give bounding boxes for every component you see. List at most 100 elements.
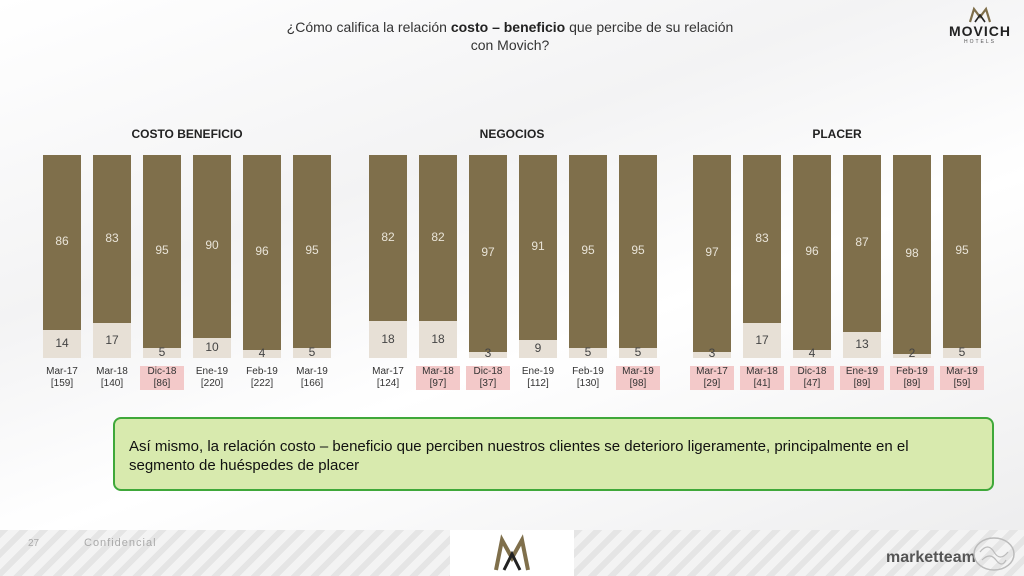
- x-category: Dic-18: [797, 366, 827, 377]
- x-tick-label: Mar-18 [41]: [740, 366, 784, 390]
- page-number: 27: [28, 538, 40, 549]
- x-base: [89]: [853, 378, 871, 389]
- footer: [0, 530, 1024, 576]
- bar-top-segment: [469, 155, 507, 352]
- bar-bottom-segment: [893, 353, 931, 358]
- footer-m-icon: [494, 534, 530, 571]
- brain-icon: [973, 537, 1015, 571]
- x-tick-label: Mar-19 [98]: [616, 366, 660, 390]
- brand-sub: HOTELS: [963, 39, 996, 45]
- data-label-top: 87: [855, 235, 869, 250]
- x-base: [124]: [376, 378, 400, 389]
- bar-bottom-segment: [369, 321, 407, 358]
- x-category: Mar-19: [622, 366, 654, 377]
- x-category: Ene-19: [845, 366, 879, 377]
- x-tick-label: Ene-19 [112]: [516, 366, 560, 390]
- x-category: Dic-18: [147, 366, 177, 377]
- data-label-bottom: 5: [584, 344, 592, 359]
- x-category: Mar-17: [372, 366, 404, 377]
- x-tick-label: Mar-18 [97]: [416, 366, 460, 390]
- chart-title: NEGOCIOS: [479, 127, 545, 141]
- data-label-bottom: 3: [484, 346, 492, 360]
- movich-m-icon: [968, 6, 992, 23]
- data-label-top: 83: [105, 231, 119, 246]
- data-label-bottom: 5: [958, 344, 966, 359]
- data-label-bottom: 18: [431, 331, 445, 346]
- bar-top-segment: [93, 155, 131, 324]
- bar-bottom-segment: [943, 347, 981, 358]
- x-tick-label: Mar-17 [124]: [366, 366, 410, 390]
- data-label-bottom: 5: [308, 344, 316, 359]
- data-label-bottom: 18: [381, 331, 395, 346]
- bar-bottom-segment: [619, 347, 657, 358]
- data-label-bottom: 5: [158, 344, 166, 359]
- x-tick-label: Ene-19 [89]: [840, 366, 884, 390]
- data-label-bottom: 17: [755, 332, 769, 347]
- bar-bottom-segment: [293, 347, 331, 358]
- data-label-top: 98: [905, 246, 919, 261]
- x-category: Ene-19: [195, 366, 229, 377]
- x-base: [59]: [953, 378, 971, 389]
- bar-bottom-segment: [143, 347, 181, 358]
- x-tick-label: Mar-19 [166]: [290, 366, 334, 390]
- bar-bottom-segment: [43, 329, 81, 358]
- x-category: Ene-19: [521, 366, 555, 377]
- x-base: [98]: [629, 378, 647, 389]
- chart-title: COSTO BENEFICIO: [131, 127, 243, 141]
- bar-top-segment: [293, 155, 331, 348]
- data-label-top: 83: [755, 231, 769, 246]
- x-category: Mar-18: [422, 366, 454, 377]
- bar-top-segment: [519, 155, 557, 340]
- x-base: [220]: [200, 378, 224, 389]
- bar-top-segment: [419, 155, 457, 322]
- bar-bottom-segment: [743, 323, 781, 358]
- x-category: Mar-17: [46, 366, 78, 377]
- bar-top-segment: [243, 155, 281, 350]
- bar-bottom-segment: [519, 339, 557, 358]
- x-base: [222]: [250, 378, 274, 389]
- x-category: Feb-19: [572, 366, 604, 377]
- data-label-bottom: 4: [808, 345, 816, 360]
- marketteam-logo: marketteam: [886, 549, 976, 566]
- x-base: [89]: [903, 378, 921, 389]
- x-tick-label: Dic-18 [47]: [790, 366, 834, 390]
- bar-top-segment: [893, 155, 931, 354]
- data-label-top: 90: [205, 238, 219, 253]
- x-tick-label: Mar-19 [59]: [940, 366, 984, 390]
- bar-bottom-segment: [469, 351, 507, 358]
- bar-bottom-segment: [793, 349, 831, 358]
- x-category: Mar-18: [96, 366, 128, 377]
- x-base: [86]: [153, 378, 171, 389]
- data-label-bottom: 3: [708, 346, 716, 360]
- data-label-top: 95: [305, 243, 319, 258]
- data-label-bottom: 4: [258, 345, 266, 360]
- data-label-bottom: 17: [105, 332, 119, 347]
- x-base: [159]: [50, 378, 74, 389]
- data-label-top: 97: [481, 245, 495, 260]
- bar-top-segment: [193, 155, 231, 338]
- x-base: [112]: [527, 378, 549, 389]
- confidential-label: Confidencial: [84, 537, 157, 549]
- bar-top-segment: [43, 155, 81, 330]
- data-label-top: 96: [805, 244, 819, 259]
- bar-bottom-segment: [569, 347, 607, 358]
- x-tick-label: Mar-18 [140]: [90, 366, 134, 390]
- x-tick-label: Mar-17 [29]: [690, 366, 734, 390]
- bar-top-segment: [569, 155, 607, 348]
- x-category: Mar-19: [296, 366, 328, 377]
- x-tick-label: Ene-19 [220]: [190, 366, 234, 390]
- chart-title: PLACER: [812, 127, 862, 141]
- x-category: Feb-19: [896, 366, 928, 377]
- data-label-top: 95: [955, 243, 969, 258]
- data-label-bottom: 9: [534, 340, 542, 355]
- x-base: [41]: [753, 378, 771, 389]
- bar-bottom-segment: [419, 321, 457, 358]
- x-base: [37]: [479, 378, 497, 389]
- x-tick-label: Dic-18 [86]: [140, 366, 184, 390]
- data-label-top: 96: [255, 244, 269, 259]
- bar-bottom-segment: [693, 351, 731, 358]
- summary-note: Así mismo, la relación costo – beneficio…: [113, 417, 994, 491]
- x-category: Dic-18: [473, 366, 503, 377]
- x-tick-label: Mar-17 [159]: [40, 366, 84, 390]
- bar-bottom-segment: [843, 331, 881, 358]
